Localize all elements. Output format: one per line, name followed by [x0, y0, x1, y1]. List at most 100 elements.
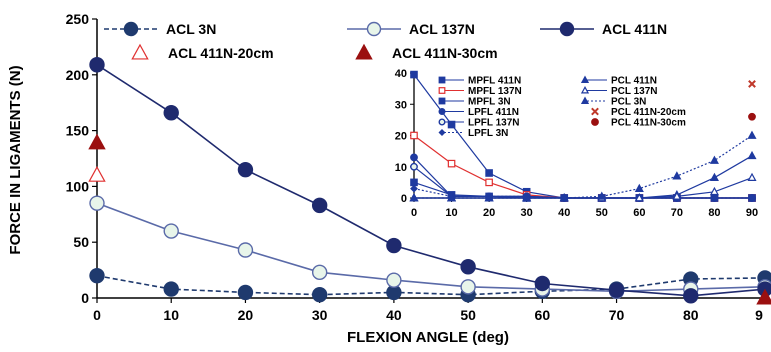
- inset-legend-item-mpfl-137n: MPFL 137N: [438, 86, 522, 97]
- inset-data-point-lpfl-411n: [410, 153, 418, 162]
- data-point-acl-411n: [237, 161, 254, 178]
- y-tick-label: 100: [66, 178, 90, 194]
- inset-legend-marker: [438, 97, 446, 105]
- inset-legend-item-mpfl-411n: MPFL 411N: [438, 76, 521, 87]
- inset-background: [376, 62, 762, 230]
- inset-legend-marker: [438, 128, 446, 137]
- inset-data-point-pcl-3n: [747, 130, 757, 139]
- data-point-acl-3n: [89, 267, 105, 284]
- inset-data-point-pcl-3n: [559, 193, 569, 202]
- data-point-acl-411n: [608, 282, 625, 298]
- data-point-acl-411n: [311, 197, 328, 214]
- data-point-acl-411n: [683, 288, 699, 304]
- main-legend: ACL 3N ACL 137N ACL 411N ACL 411N-20cm ACL 4…: [104, 21, 667, 61]
- inset-legend-marker: [438, 76, 446, 84]
- inset-x-tick-label: 70: [671, 207, 683, 219]
- x-tick-label: 60: [535, 307, 551, 323]
- data-point-acl-3n: [311, 286, 328, 303]
- x-tick-label: 10: [163, 307, 179, 323]
- inset-data-point-lpfl-137n: [410, 162, 418, 171]
- x-tick-label: 30: [312, 307, 328, 323]
- inset-data-point-pcl-137n: [634, 193, 644, 202]
- inset-legend-label: PCL 3N: [611, 97, 646, 108]
- inset-legend-label: PCL 411N: [611, 76, 657, 87]
- inset-data-point-pcl-3n: [447, 193, 457, 202]
- inset-legend-item-pcl-137n: PCL 137N: [580, 86, 658, 97]
- inset-data-point-pcl-3n: [409, 193, 419, 202]
- legend-marker: [559, 21, 575, 37]
- inset-legend-marker: [580, 86, 590, 94]
- y-tick-label: 0: [81, 290, 89, 306]
- inset-legend-label: LPFL 137N: [468, 118, 520, 129]
- inset-data-point-pcl-3n: [709, 155, 719, 164]
- legend-marker: [355, 43, 373, 60]
- legend-item-acl-411n-30cm: ACL 411N-30cm: [355, 43, 498, 61]
- inset-legend-item-lpfl-137n: LPFL 137N: [438, 118, 520, 129]
- y-axis-title: FORCE IN LIGAMENTS (N): [7, 65, 24, 254]
- inset-legend-marker: [591, 107, 599, 116]
- legend-marker: [366, 21, 382, 37]
- inset-legend-label: PCL 137N: [611, 86, 658, 97]
- inset-legend-item-pcl-3n: PCL 3N: [580, 96, 646, 108]
- inset-legend-marker: [438, 107, 446, 115]
- inset-data-point-pcl-411n-30cm: [748, 112, 756, 121]
- inset-data-point-lpfl-3n: [748, 194, 756, 202]
- x-axis-title: FLEXION ANGLE (deg): [347, 329, 509, 346]
- data-point-acl-137n: [386, 272, 402, 288]
- inset-legend-marker: [438, 118, 446, 126]
- x-tick-label: 20: [238, 307, 254, 323]
- y-tick-label: 50: [73, 234, 89, 250]
- main-series: [88, 57, 771, 305]
- x-tick-label: 40: [386, 307, 402, 323]
- data-point-acl-411n: [163, 105, 179, 121]
- inset-data-point-mpfl-411n: [447, 120, 456, 129]
- x-tick-label: 70: [609, 307, 625, 323]
- inset-data-point-lpfl-3n: [410, 184, 418, 193]
- series-line-acl-3n: [96, 274, 766, 296]
- data-point-acl-3n: [237, 284, 254, 301]
- legend-label: ACL 137N: [409, 21, 475, 37]
- inset-data-point-pcl-137n: [747, 172, 757, 182]
- legend-label: ACL 411N-20cm: [168, 45, 274, 61]
- inset-axes: 0 10 20 30 40 0 10 20 30 40 50 60 70 80 90: [376, 62, 762, 230]
- inset-x-tick-label: 20: [483, 207, 495, 219]
- inset-series: [409, 70, 757, 202]
- y-tick-label: 150: [66, 123, 90, 139]
- data-point-acl-137n: [460, 279, 476, 295]
- inset-x-tick-label: 90: [746, 207, 758, 219]
- legend-label: ACL 411N-30cm: [392, 45, 498, 61]
- inset-data-point-pcl-3n: [522, 193, 532, 202]
- inset-data-point-mpfl-137n: [485, 178, 493, 187]
- inset-x-tick-label: 0: [411, 207, 417, 219]
- inset-legend-marker: [591, 118, 599, 126]
- data-point-acl-411n: [89, 57, 105, 73]
- inset-legend-item-pcl-411n-20cm: PCL 411N-20cm: [591, 107, 686, 118]
- data-point-acl-411n: [534, 275, 551, 292]
- series-line-acl-137n: [96, 202, 766, 293]
- inset-data-point-mpfl-137n: [410, 131, 418, 140]
- inset-x-tick-label: 30: [521, 207, 533, 219]
- inset-legend-item-mpfl-3n: MPFL 3N: [438, 97, 511, 108]
- y-tick-label: 250: [66, 11, 90, 27]
- data-point-acl-411n-20cm: [88, 165, 106, 182]
- inset-legend-label: LPFL 411N: [468, 107, 519, 118]
- inset-legend-item-lpfl-3n: LPFL 3N: [438, 128, 508, 139]
- inset-legend-label: MPFL 137N: [468, 86, 522, 97]
- data-point-acl-3n: [163, 281, 179, 297]
- inset-data-point-mpfl-3n: [410, 178, 418, 187]
- inset-legend-label: MPFL 411N: [468, 76, 521, 87]
- x-tick-label: 50: [460, 307, 476, 323]
- inset-legend-marker: [580, 96, 590, 104]
- inset-legend-marker: [580, 75, 590, 83]
- inset-x-tick-label: 40: [558, 207, 570, 219]
- inset-data-point-mpfl-137n: [447, 159, 456, 168]
- inset-legend-label: PCL 411N-30cm: [611, 118, 686, 129]
- inset-x-tick-label: 50: [596, 207, 608, 219]
- inset-x-tick-label: 80: [708, 207, 720, 219]
- inset-y-tick-label: 40: [395, 68, 407, 80]
- inset-data-point-mpfl-411n: [485, 169, 493, 177]
- legend-item-acl-3n: ACL 3N: [104, 21, 216, 37]
